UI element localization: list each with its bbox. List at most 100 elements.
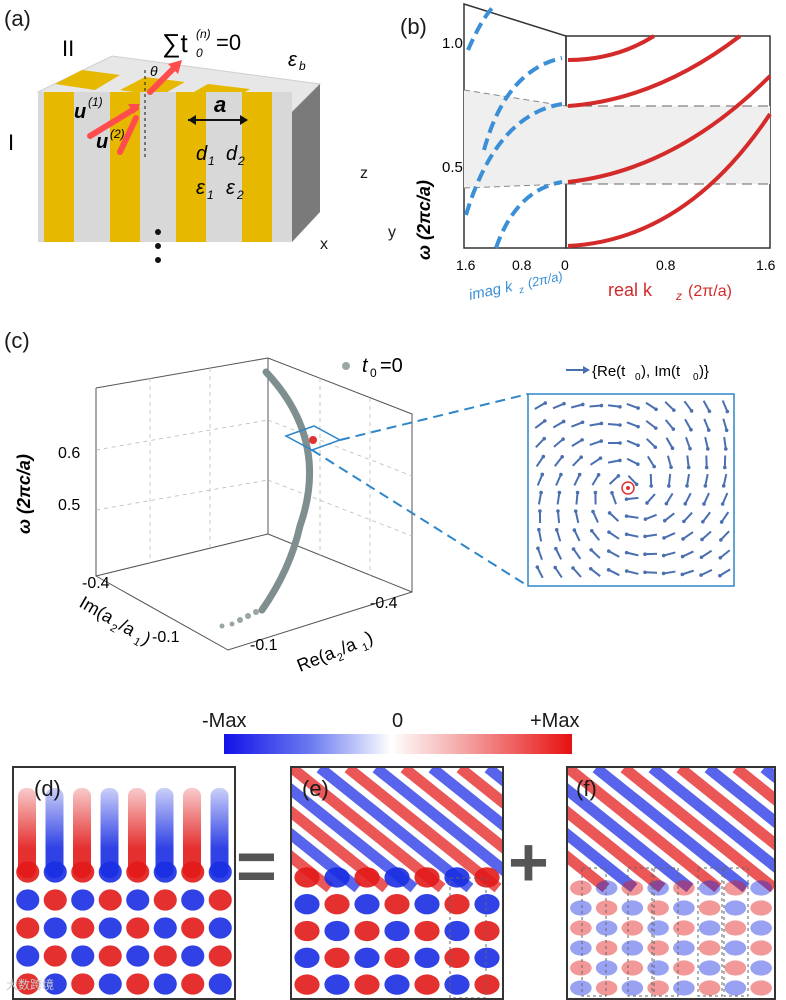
gap-edge [463, 89, 567, 107]
vector-arrow [664, 419, 675, 430]
field-lobe [208, 945, 232, 967]
vector-arrow-head [652, 464, 656, 469]
vector-arrow-head [685, 484, 689, 488]
field-lobe [414, 947, 440, 968]
outgoing-arrow [147, 63, 179, 95]
field-lobe [621, 960, 644, 976]
vector-arrow [574, 510, 580, 524]
panel-f-label: (f) [576, 776, 597, 801]
plane-wave-stripe [620, 768, 774, 893]
legend-marker [342, 362, 350, 370]
field-lobe [354, 947, 380, 968]
grid-line [95, 419, 269, 451]
vector-arrow-head [541, 454, 546, 459]
re-tick: -0.4 [370, 595, 398, 612]
vector-arrow-head [661, 553, 666, 558]
field-panel-f [566, 766, 776, 1000]
vector-arrow-head [606, 568, 611, 572]
field-lobe [324, 920, 350, 942]
gold-stripe-top [55, 70, 120, 90]
real-tick: 0.8 [656, 257, 676, 273]
field-lobe [98, 917, 122, 939]
vector-arrow-head [662, 518, 667, 523]
field-lobe [724, 960, 747, 976]
field-lobe [724, 940, 747, 956]
field-lobe [647, 940, 669, 956]
vector-arrow [575, 492, 579, 505]
field-lobe [43, 861, 67, 883]
plane-wave-stripe [456, 768, 502, 809]
vector-arrow-head [624, 514, 629, 518]
field-lobe [570, 980, 592, 996]
y-tick: 0.5 [442, 159, 463, 176]
vector-arrow-head [589, 528, 594, 533]
region-I-label: I [8, 130, 14, 155]
vector-arrow-head [634, 482, 639, 487]
u1-sup: (1) [88, 95, 103, 109]
vector-arrow [571, 439, 583, 447]
vector-arrow-head [680, 554, 685, 559]
vector-arrow-head [706, 447, 710, 451]
vector-arrow [700, 549, 713, 559]
colorbar-min-label: -Max [202, 710, 247, 732]
vector-arrow [720, 530, 730, 541]
axis-y-label: y [388, 224, 396, 241]
vector-arrow [536, 474, 544, 486]
field-map-d [14, 768, 234, 995]
vector-arrow-head [718, 555, 723, 560]
vector-arrow [722, 473, 728, 487]
field-lobe [621, 920, 644, 936]
vector-arrow [646, 493, 656, 504]
vector-arrow [534, 420, 546, 429]
vector-arrow [591, 474, 600, 486]
field-lobe [673, 880, 695, 896]
vector-arrow-head [618, 458, 622, 463]
vector-arrow-head [701, 519, 705, 524]
vector-arrow-head [624, 532, 629, 537]
z-axis-label: ω (2πc/a) [14, 454, 34, 534]
field-lobe [126, 945, 150, 967]
field-lobe [595, 960, 618, 976]
vector-arrow [646, 438, 656, 448]
vector-arrow [537, 529, 543, 542]
field-lobe [698, 960, 721, 976]
field-lobe [294, 947, 320, 968]
field-lobe [474, 974, 500, 995]
field-lobe [384, 867, 410, 888]
vector-arrow [719, 549, 731, 559]
field-lobe [724, 920, 747, 936]
t0-zero-curve [258, 368, 313, 614]
vector-arrow [572, 548, 582, 560]
vector-arrow-head [643, 570, 647, 575]
vector-arrow [573, 529, 581, 542]
panel-c-label: (c) [4, 328, 30, 353]
vector-arrow-head [643, 517, 648, 521]
field-lobe [414, 920, 440, 942]
vector-arrow-head [699, 573, 703, 577]
field-lobe [750, 900, 772, 916]
vector-arrow [572, 456, 582, 467]
vector-arrow-head [723, 465, 727, 470]
vector-arrow-head [561, 419, 566, 424]
field-lobe [474, 920, 500, 942]
vector-arrow-head [669, 465, 673, 470]
vector-arrow-head [598, 456, 603, 460]
vector-arrow [686, 455, 690, 468]
vector-arrow-head [618, 404, 622, 409]
vector-arrow-head [559, 472, 563, 477]
plane-wave-stripe [292, 768, 446, 893]
vector-arrow-head [664, 501, 669, 506]
vector-arrow-head [553, 565, 557, 570]
field-lobe [444, 920, 470, 942]
panel-b-label: (b) [400, 14, 427, 39]
field-lobe [595, 920, 618, 936]
vortex-center-dot [626, 486, 630, 490]
vector-arrow-head [636, 443, 640, 448]
vector-arrow [722, 418, 728, 431]
field-lobe [595, 940, 618, 956]
field-lobe [324, 974, 350, 995]
y-tick: 1.0 [442, 35, 463, 52]
z-tick: 0.5 [58, 497, 80, 514]
vector-arrow-head [721, 484, 726, 488]
field-lobe [750, 880, 772, 896]
